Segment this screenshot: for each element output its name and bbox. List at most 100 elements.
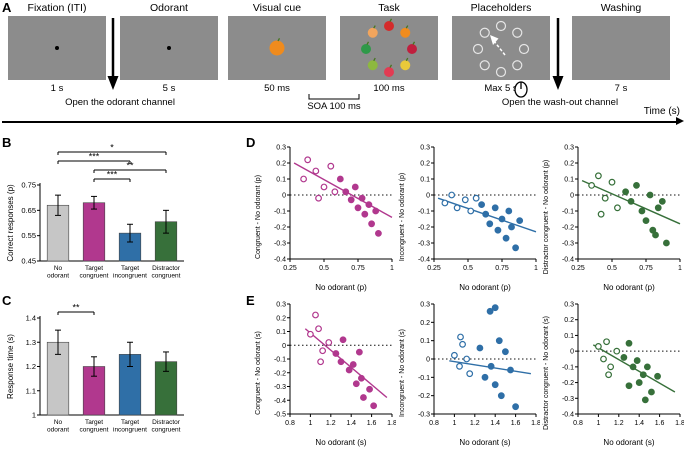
panel-label-e: E	[246, 293, 255, 308]
svg-text:0.3: 0.3	[276, 302, 286, 309]
svg-text:0.1: 0.1	[276, 329, 286, 336]
svg-text:-0.1: -0.1	[418, 375, 430, 382]
svg-text:0.45: 0.45	[21, 257, 36, 266]
svg-text:-0.3: -0.3	[274, 384, 286, 391]
fixation-screen	[8, 16, 106, 80]
svg-text:1.6: 1.6	[511, 420, 521, 427]
svg-text:No: No	[54, 419, 63, 426]
time-axis-arrowhead-icon	[676, 117, 684, 125]
svg-text:0.55: 0.55	[21, 231, 36, 240]
svg-text:incongruent: incongruent	[113, 273, 147, 280]
svg-text:-0.3: -0.3	[418, 241, 430, 248]
svg-text:0: 0	[570, 349, 574, 356]
fixation-dot	[55, 46, 59, 50]
svg-text:-0.5: -0.5	[274, 412, 286, 419]
svg-text:0.75: 0.75	[21, 181, 36, 190]
svg-text:odorant: odorant	[47, 427, 69, 434]
svg-text:***: ***	[107, 170, 118, 180]
stage-odorant-label: Odorant	[150, 2, 188, 14]
open-odorant-channel-label: Open the odorant channel	[65, 97, 175, 108]
svg-text:congruent: congruent	[80, 273, 109, 280]
odorant-screen	[120, 16, 218, 80]
svg-text:-0.1: -0.1	[562, 364, 574, 371]
svg-text:0.8: 0.8	[285, 420, 295, 427]
svg-text:0.1: 0.1	[420, 338, 430, 345]
svg-text:-0.4: -0.4	[562, 412, 574, 419]
svg-text:-0.2: -0.2	[562, 380, 574, 387]
svg-text:-0.2: -0.2	[418, 225, 430, 232]
svg-text:0: 0	[570, 193, 574, 200]
stage-odorant-duration: 5 s	[162, 83, 176, 94]
svg-text:-0.4: -0.4	[274, 257, 286, 264]
svg-text:Incongruent - No odorant (p): Incongruent - No odorant (p)	[399, 173, 406, 261]
svg-text:congruent: congruent	[152, 273, 181, 280]
svg-text:0.75: 0.75	[351, 265, 365, 272]
svg-text:Target: Target	[85, 419, 103, 426]
panel-label-d: D	[246, 135, 256, 150]
svg-text:Distractor: Distractor	[152, 265, 181, 272]
svg-text:congruent: congruent	[152, 427, 181, 434]
svg-text:1.2: 1.2	[26, 362, 36, 371]
time-axis-label: Time (s)	[643, 106, 680, 117]
panel-label-b: B	[2, 135, 12, 150]
svg-text:Target: Target	[121, 419, 139, 426]
svg-text:No odorant (p): No odorant (p)	[459, 283, 511, 292]
svg-text:1.8: 1.8	[675, 420, 684, 427]
distractor-accuracy-scatter: 0.3 0.2 0.1 0 -0.1 -0.2 -0.3 -0.40.25 0.5 0.75 1 No…	[543, 145, 682, 293]
task-fruit-ring	[361, 18, 417, 77]
svg-text:1.4: 1.4	[490, 420, 500, 427]
svg-text:0.1: 0.1	[564, 333, 574, 340]
svg-text:Distractor congruent - No odor: Distractor congruent - No odorant (p)	[543, 160, 550, 274]
svg-text:-0.3: -0.3	[562, 241, 574, 248]
open-washout-channel-label: Open the wash-out channel	[501, 97, 619, 108]
svg-text:**: **	[126, 161, 134, 171]
svg-text:-0.2: -0.2	[418, 393, 430, 400]
svg-text:-0.1: -0.1	[274, 209, 286, 216]
svg-text:1.1: 1.1	[26, 386, 36, 395]
stage-fixation: Fixation (ITI) 1 s	[8, 2, 106, 94]
svg-text:Response time (s): Response time (s)	[6, 334, 15, 399]
svg-text:Correct responses (p): Correct responses (p)	[6, 184, 15, 262]
stage-placeholders-duration: Max 5 s	[484, 83, 518, 94]
stage-placeholders-label: Placeholders	[470, 2, 532, 14]
svg-text:0: 0	[282, 193, 286, 200]
svg-text:No odorant (s): No odorant (s)	[315, 438, 366, 447]
svg-text:Distractor: Distractor	[152, 419, 181, 426]
svg-text:0: 0	[282, 343, 286, 350]
svg-text:-0.3: -0.3	[562, 396, 574, 403]
mouse-icon	[514, 81, 528, 98]
congruent-accuracy-scatter: 0.3 0.2 0.1 0 -0.1 -0.2 -0.3 -0.40.25 0.5 0.75 1 No…	[255, 145, 394, 293]
svg-text:*: *	[110, 143, 114, 153]
svg-text:1.2: 1.2	[614, 420, 624, 427]
svg-text:0.65: 0.65	[21, 206, 36, 215]
svg-text:1: 1	[308, 420, 312, 427]
svg-text:1.3: 1.3	[26, 338, 36, 347]
svg-text:Incongruent - No odorant (s): Incongruent - No odorant (s)	[399, 329, 406, 417]
svg-text:-0.2: -0.2	[274, 225, 286, 232]
svg-text:1.4: 1.4	[26, 314, 36, 323]
svg-text:1.8: 1.8	[531, 420, 540, 427]
svg-text:No: No	[54, 265, 63, 272]
svg-text:0.8: 0.8	[573, 420, 583, 427]
stage-washing-duration: 7 s	[614, 83, 628, 94]
visual-cue-fruit	[269, 37, 285, 56]
svg-text:0.5: 0.5	[463, 265, 473, 272]
panel-label-a: A	[2, 0, 12, 15]
svg-text:0.2: 0.2	[564, 317, 574, 324]
stage-visual-cue: Visual cue 50 ms	[228, 2, 326, 94]
stage-visual-cue-label: Visual cue	[252, 2, 302, 14]
odorant-open-arrow-icon	[107, 18, 119, 90]
svg-text:1.4: 1.4	[634, 420, 644, 427]
svg-text:1: 1	[390, 265, 394, 272]
svg-text:0.3: 0.3	[420, 145, 430, 152]
svg-text:-0.2: -0.2	[274, 370, 286, 377]
svg-text:1: 1	[452, 420, 456, 427]
svg-text:0.2: 0.2	[564, 161, 574, 168]
soa-label: SOA 100 ms	[307, 101, 361, 112]
panel-label-c: C	[2, 293, 12, 308]
svg-text:0: 0	[426, 193, 430, 200]
stage-task-duration: 100 ms	[373, 83, 405, 94]
svg-text:0.3: 0.3	[564, 145, 574, 152]
svg-text:0.3: 0.3	[420, 302, 430, 309]
stage-fixation-label: Fixation (ITI)	[27, 2, 87, 14]
